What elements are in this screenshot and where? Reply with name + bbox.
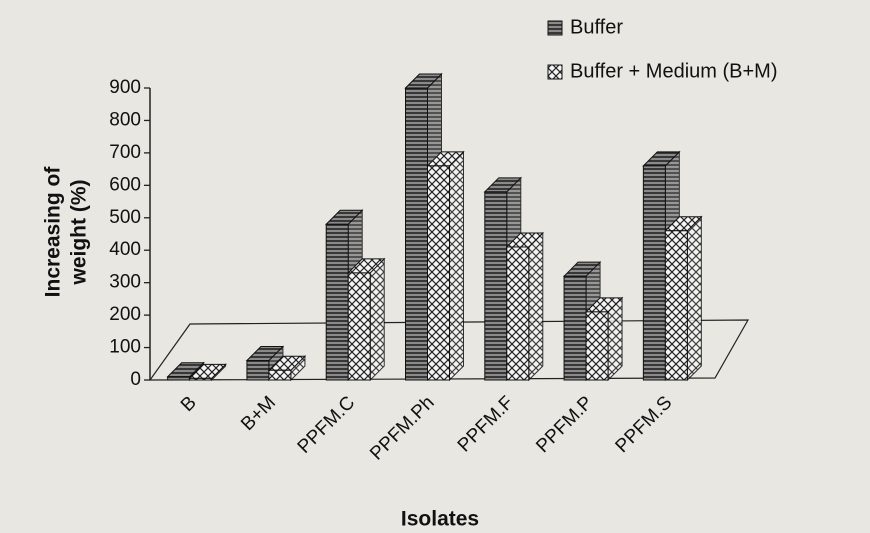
y-tick-label: 700 [109, 142, 141, 163]
bar [188, 363, 227, 382]
y-tick-label: 500 [109, 207, 141, 228]
y-tick-label: 400 [109, 239, 141, 260]
x-axis-title: Isolates [401, 508, 479, 531]
bar-front [642, 165, 666, 381]
y-tick-label: 800 [109, 109, 141, 130]
bar [426, 150, 465, 382]
bar-front [246, 360, 270, 381]
bar-side [369, 257, 385, 382]
bar-front [167, 376, 191, 381]
bar [664, 215, 703, 382]
y-tick-label: 600 [109, 174, 141, 195]
bar [267, 355, 307, 382]
bar [347, 257, 386, 382]
x-tick-label: PPFM.F [454, 392, 518, 456]
bar-front [563, 275, 587, 381]
bar-side [449, 150, 464, 382]
y-tick-label: 200 [109, 304, 141, 325]
bar-front [664, 230, 688, 381]
y-axis-title: Increasing of [42, 166, 65, 298]
bar-front [268, 369, 292, 381]
y-tick-label: 0 [130, 369, 141, 390]
bar-front [347, 272, 371, 381]
bar [584, 296, 624, 382]
y-tick-label: 300 [109, 272, 141, 293]
legend-label: Buffer + Medium (B+M) [570, 60, 777, 82]
bar-front [484, 191, 508, 381]
legend-label: Buffer [570, 16, 623, 38]
bar-front [189, 377, 213, 381]
x-tick-label: B [177, 392, 201, 416]
x-tick-label: PPFM.P [532, 392, 597, 457]
bar [505, 231, 544, 382]
y-axis-title: weight (%) [68, 180, 91, 286]
bar-front [585, 311, 609, 381]
x-tick-label: PPFM.C [294, 392, 360, 458]
x-tick-label: PPFM.S [612, 392, 677, 457]
y-tick-label: 100 [109, 337, 141, 358]
bar-front [506, 246, 530, 381]
bar-side [528, 231, 544, 382]
bar-side [686, 215, 702, 382]
bar-front [325, 223, 349, 381]
legend-swatch [547, 64, 563, 80]
x-tick-label: B+M [237, 392, 280, 435]
bar-front [405, 87, 428, 381]
x-tick-label: PPFM.Ph [366, 392, 438, 464]
legend-swatch [547, 20, 563, 36]
bar-front [427, 165, 450, 381]
y-tick-label: 900 [109, 77, 141, 98]
